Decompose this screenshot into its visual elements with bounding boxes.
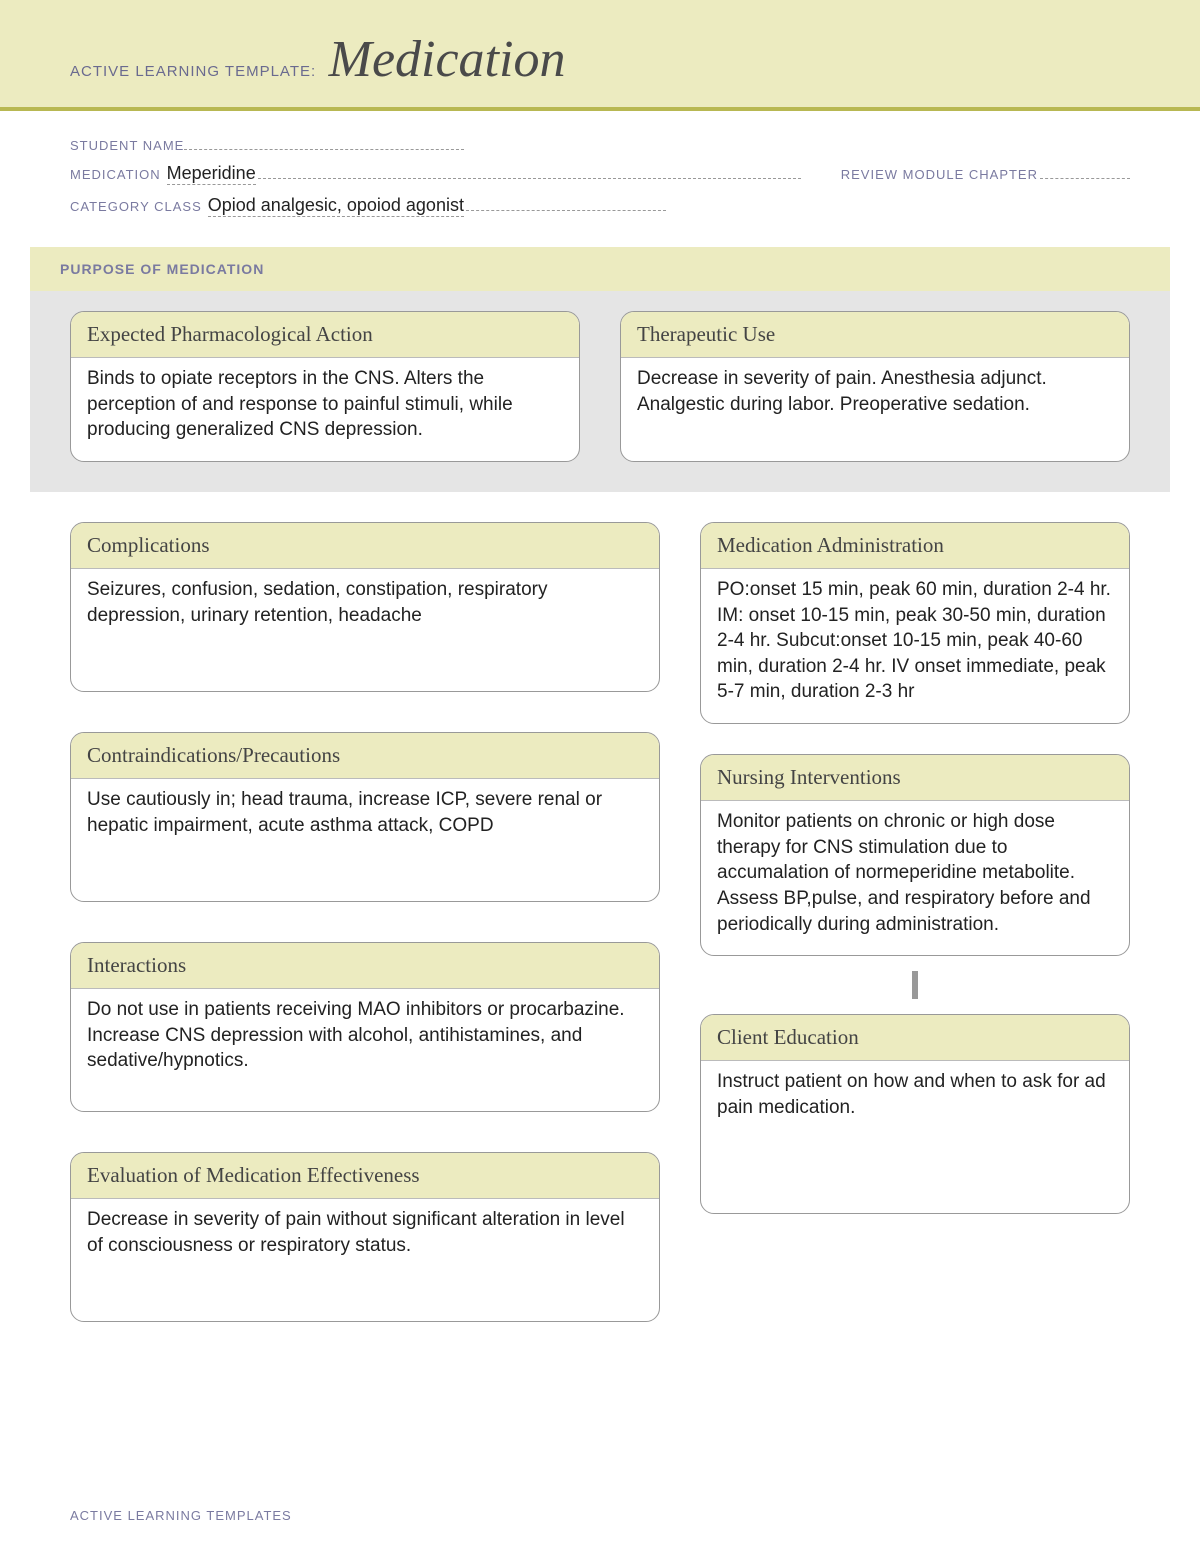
medication-blank[interactable] — [258, 165, 801, 179]
therapeutic-box: Therapeutic Use Decrease in severity of … — [620, 311, 1130, 462]
nursing-title: Nursing Interventions — [701, 755, 1129, 801]
contraindications-title: Contraindications/Precautions — [71, 733, 659, 779]
nursing-box: Nursing Interventions Monitor patients o… — [700, 754, 1130, 956]
education-box: Client Education Instruct patient on how… — [700, 1014, 1130, 1214]
meta-section: STUDENT NAME MEDICATION Meperidine REVIE… — [0, 111, 1200, 247]
evaluation-box: Evaluation of Medication Effectiveness D… — [70, 1152, 660, 1322]
pharmacological-body: Binds to opiate receptors in the CNS. Al… — [71, 358, 579, 461]
student-name-row: STUDENT NAME — [70, 136, 1130, 153]
student-name-blank[interactable] — [184, 136, 464, 150]
connector-line — [912, 971, 918, 999]
medication-label: MEDICATION — [70, 167, 161, 182]
pharmacological-box: Expected Pharmacological Action Binds to… — [70, 311, 580, 462]
purpose-section: PURPOSE OF MEDICATION Expected Pharmacol… — [30, 247, 1170, 492]
header-band: ACTIVE LEARNING TEMPLATE: Medication — [0, 0, 1200, 111]
therapeutic-body: Decrease in severity of pain. Anesthesia… — [621, 358, 1129, 435]
administration-body: PO:onset 15 min, peak 60 min, duration 2… — [701, 569, 1129, 723]
main-grid: Complications Seizures, confusion, sedat… — [0, 492, 1200, 1322]
header-prefix: ACTIVE LEARNING TEMPLATE: — [70, 63, 316, 80]
therapeutic-title: Therapeutic Use — [621, 312, 1129, 358]
interactions-title: Interactions — [71, 943, 659, 989]
student-name-label: STUDENT NAME — [70, 138, 184, 153]
administration-title: Medication Administration — [701, 523, 1129, 569]
administration-box: Medication Administration PO:onset 15 mi… — [700, 522, 1130, 724]
category-value: Opiod analgesic, opoiod agonist — [208, 195, 464, 217]
review-blank[interactable] — [1040, 165, 1130, 179]
medication-row: MEDICATION Meperidine REVIEW MODULE CHAP… — [70, 163, 1130, 185]
interactions-body: Do not use in patients receiving MAO inh… — [71, 989, 659, 1092]
evaluation-title: Evaluation of Medication Effectiveness — [71, 1153, 659, 1199]
complications-box: Complications Seizures, confusion, sedat… — [70, 522, 660, 692]
review-label: REVIEW MODULE CHAPTER — [841, 167, 1038, 182]
left-column: Complications Seizures, confusion, sedat… — [70, 522, 660, 1322]
interactions-box: Interactions Do not use in patients rece… — [70, 942, 660, 1112]
complications-body: Seizures, confusion, sedation, constipat… — [71, 569, 659, 646]
right-column: Medication Administration PO:onset 15 mi… — [700, 522, 1130, 1322]
contraindications-body: Use cautiously in; head trauma, increase… — [71, 779, 659, 856]
education-title: Client Education — [701, 1015, 1129, 1061]
category-blank[interactable] — [466, 197, 666, 211]
category-label: CATEGORY CLASS — [70, 199, 202, 214]
complications-title: Complications — [71, 523, 659, 569]
education-body: Instruct patient on how and when to ask … — [701, 1061, 1129, 1138]
contraindications-box: Contraindications/Precautions Use cautio… — [70, 732, 660, 902]
footer-text: ACTIVE LEARNING TEMPLATES — [70, 1508, 292, 1523]
medication-value: Meperidine — [167, 163, 256, 185]
purpose-section-label: PURPOSE OF MEDICATION — [30, 247, 1170, 291]
header-title: Medication — [329, 31, 566, 88]
evaluation-body: Decrease in severity of pain without sig… — [71, 1199, 659, 1276]
pharmacological-title: Expected Pharmacological Action — [71, 312, 579, 358]
nursing-body: Monitor patients on chronic or high dose… — [701, 801, 1129, 955]
category-row: CATEGORY CLASS Opiod analgesic, opoiod a… — [70, 195, 1130, 217]
